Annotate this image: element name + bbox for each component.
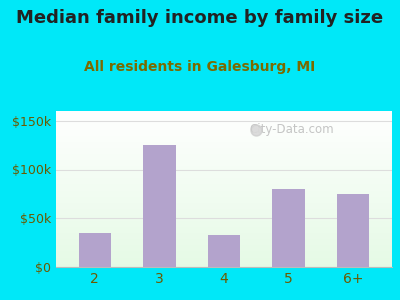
Text: All residents in Galesburg, MI: All residents in Galesburg, MI	[84, 60, 316, 74]
Text: City-Data.com: City-Data.com	[249, 123, 334, 136]
Text: Median family income by family size: Median family income by family size	[16, 9, 384, 27]
Bar	[79, 233, 111, 267]
Bar	[143, 145, 176, 267]
Bar	[208, 235, 240, 267]
Bar	[272, 189, 305, 267]
Bar	[337, 194, 369, 267]
